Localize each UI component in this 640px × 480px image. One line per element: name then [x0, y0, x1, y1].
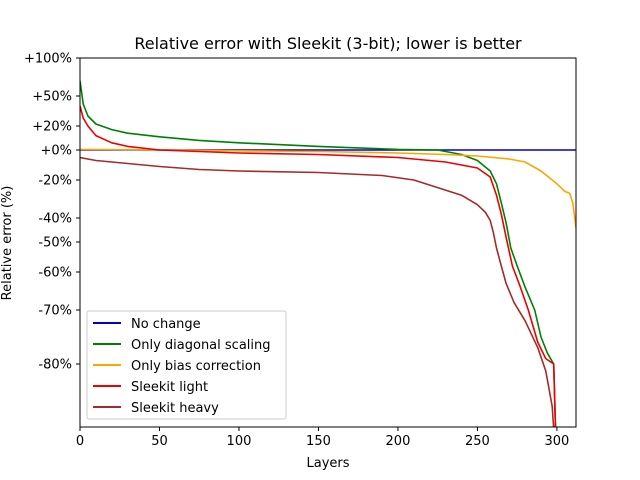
y-tick-label: -60% [38, 266, 72, 281]
legend-label-sleekit-heavy: Sleekit heavy [131, 401, 219, 416]
legend-box [86, 310, 287, 420]
legend-label-only-bias-correction: Only bias correction [131, 359, 261, 374]
y-tick-label: -40% [38, 212, 72, 227]
series-line-only-bias-correction [80, 148, 576, 228]
y-tick-label: +20% [32, 120, 72, 135]
y-tick-label: +100% [24, 52, 72, 67]
x-tick-label: 300 [545, 434, 570, 449]
series-line-sleekit-light [80, 105, 557, 427]
x-tick-label: 100 [227, 434, 252, 449]
plot-area [80, 80, 576, 427]
y-tick-label: -70% [38, 304, 72, 319]
x-tick-label: 250 [465, 434, 490, 449]
legend-label-only-diagonal-scaling: Only diagonal scaling [131, 338, 271, 353]
series-line-sleekit-heavy [80, 156, 555, 427]
x-axis: 0 50 100 150 200 250 300 [76, 427, 569, 449]
x-tick-label: 150 [306, 434, 331, 449]
legend-label-sleekit-light: Sleekit light [131, 380, 208, 395]
y-tick-label: -50% [38, 236, 72, 251]
y-tick-label: -80% [38, 358, 72, 373]
y-tick-label: -20% [38, 174, 72, 189]
legend-label-no-change: No change [131, 317, 201, 332]
y-tick-label: +50% [32, 90, 72, 105]
series-group [80, 80, 576, 427]
x-tick-label: 0 [76, 434, 84, 449]
x-tick-label: 50 [151, 434, 168, 449]
legend: No change Only diagonal scaling Only bias … [86, 310, 287, 420]
chart-title: Relative error with Sleekit (3-bit); low… [134, 34, 522, 53]
y-tick-label: +0% [40, 144, 72, 159]
x-tick-label: 200 [386, 434, 411, 449]
y-axis-label: Relative error (%) [0, 186, 15, 301]
y-axis: +100% +50% +20% +0% -20% -40% -50% -60% -70% -80% [24, 52, 80, 373]
x-axis-label: Layers [306, 456, 349, 471]
